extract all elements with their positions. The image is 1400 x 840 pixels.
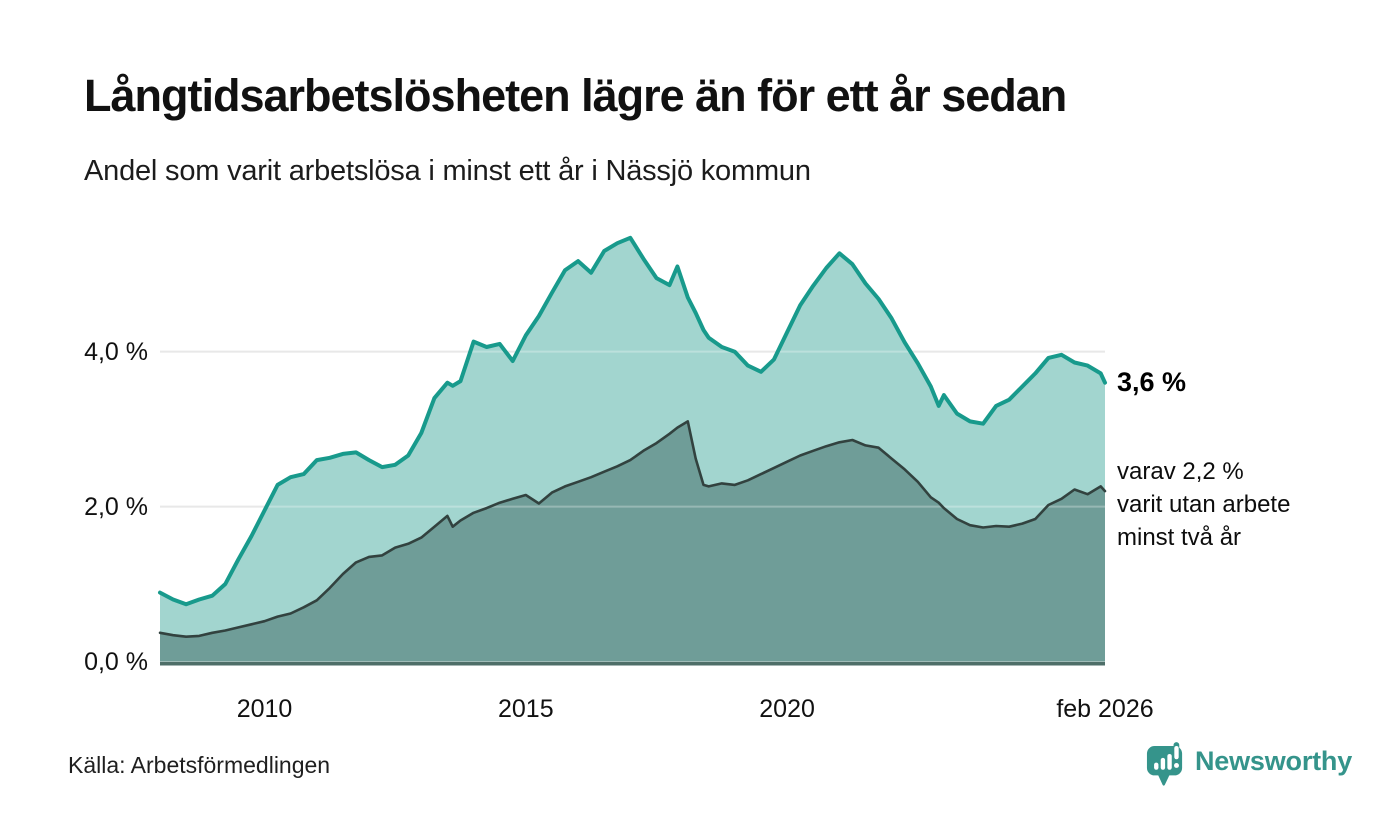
x-tick-2010: 2010 — [236, 694, 293, 723]
two-year-note: varav 2,2 % varit utan arbete minst två … — [1117, 455, 1290, 554]
area-varav-arbetslösa-minst-två-år — [160, 421, 1105, 662]
two-year-note-line1: varav 2,2 % — [1117, 458, 1244, 486]
newsworthy-logo-icon — [1146, 742, 1183, 786]
latest-value-label: 3,6 % — [1117, 366, 1187, 397]
newsworthy-logo: Newsworthy — [1146, 741, 1352, 788]
page-subtitle: Andel som varit arbetslösa i minst ett å… — [84, 155, 811, 187]
y-tick-0: 0,0 % — [84, 647, 148, 676]
x-tick-2015: 2015 — [498, 694, 554, 723]
two-year-note-line3: minst två år — [1117, 524, 1242, 552]
newsworthy-wordmark: Newsworthy — [1195, 746, 1353, 776]
two-year-note-line2: varit utan arbete — [1117, 491, 1291, 519]
page-title: Långtidsarbetslösheten lägre än för ett … — [84, 70, 1067, 121]
y-tick-4: 4,0 % — [84, 337, 148, 366]
x-tick-2020: 2020 — [759, 694, 815, 723]
y-tick-2: 2,0 % — [84, 492, 148, 521]
x-tick-feb-2026: feb 2026 — [1056, 694, 1154, 723]
source-credit: Källa: Arbetsförmedlingen — [68, 752, 331, 778]
